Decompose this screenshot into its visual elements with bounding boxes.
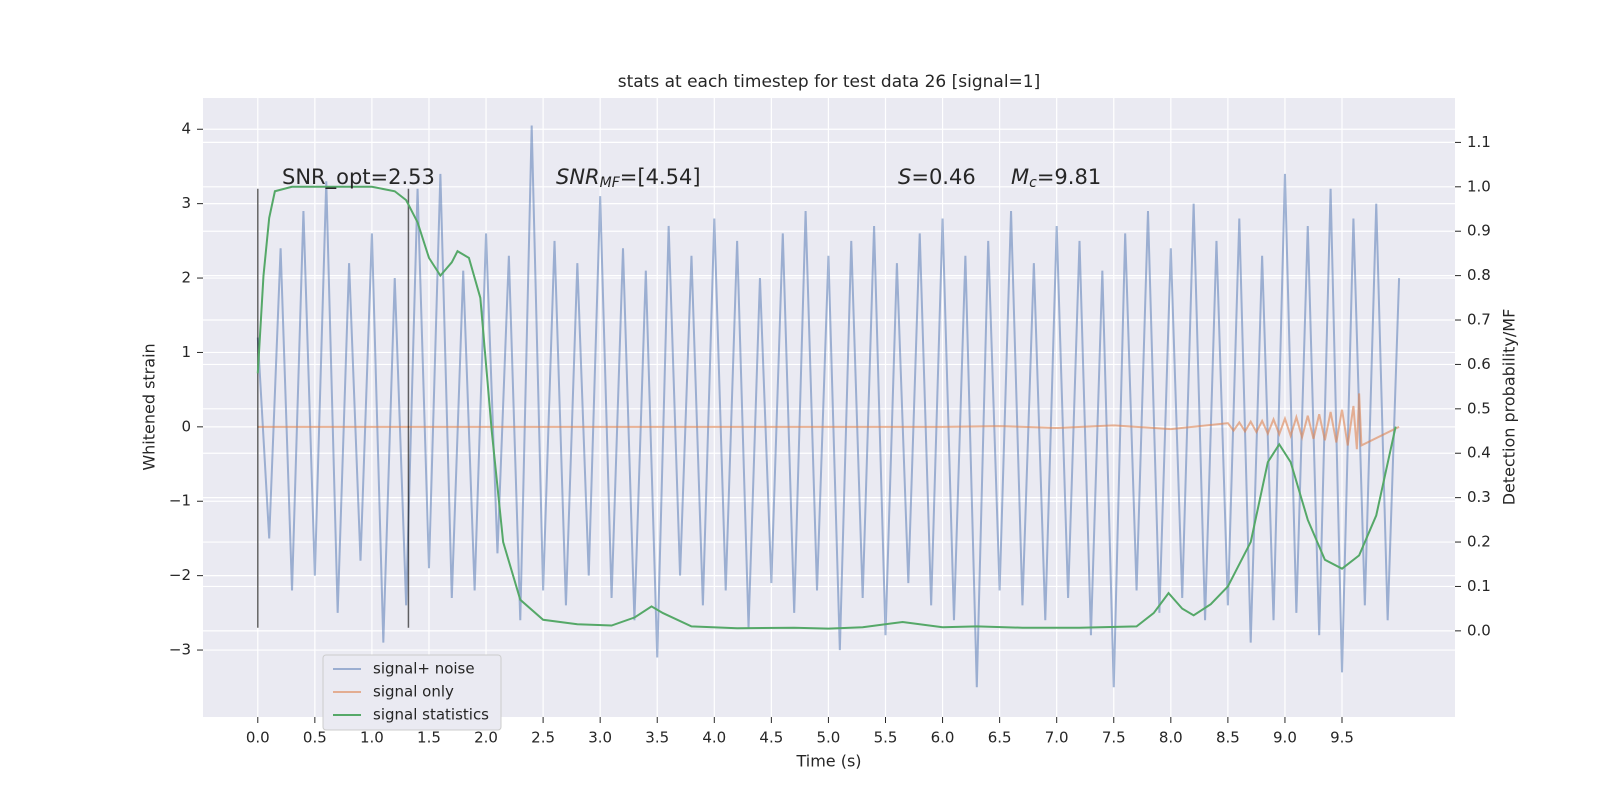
x-tick-label: 4.0 [702, 729, 726, 747]
x-tick-label: 1.5 [417, 729, 441, 747]
x-tick-label: 3.5 [645, 729, 669, 747]
y2-tick-label: 0.4 [1467, 444, 1491, 462]
y-tick-label: −3 [169, 641, 191, 659]
y2-tick-label: 0.7 [1467, 311, 1491, 329]
legend-box [322, 654, 502, 731]
x-tick-label: 8.0 [1159, 729, 1183, 747]
annotation-text: =0.46 [911, 165, 975, 189]
legend-label: signal statistics [373, 706, 489, 724]
x-tick-label: 3.0 [588, 729, 612, 747]
x-axis-label: Time (s) [795, 752, 861, 771]
y-tick-label: −2 [169, 566, 191, 584]
annotation-text: =9.81 [1037, 165, 1101, 189]
x-tick-label: 0.5 [303, 729, 327, 747]
annotation-text: SNR_opt=2.53 [282, 165, 435, 190]
x-tick-label: 2.5 [531, 729, 555, 747]
annotation-text: =[4.54] [620, 165, 701, 189]
chart-title: stats at each timestep for test data 26 … [618, 72, 1041, 92]
series-line [256, 125, 1401, 688]
y-tick-label: 4 [181, 120, 191, 138]
y-tick-label: 1 [181, 343, 191, 361]
annotation-sub: MF [600, 175, 621, 191]
x-tick-label: 9.5 [1330, 729, 1354, 747]
y-tick-label: 2 [181, 269, 191, 287]
x-tick-label: 5.5 [874, 729, 898, 747]
y-tick-label: −1 [169, 492, 191, 510]
annotation: SNRMF=[4.54] [556, 165, 701, 191]
y2-axis-label: Detection probability/MF [1500, 309, 1519, 506]
y2-tick-label: 0.5 [1467, 399, 1491, 417]
series-line [257, 393, 1400, 450]
annotation-base: S [898, 165, 911, 189]
y2-tick-label: 0.9 [1467, 222, 1491, 240]
annotation-sub: c [1029, 175, 1037, 191]
x-tick-label: 6.5 [988, 729, 1012, 747]
series-line [256, 185, 1397, 630]
x-tick-label: 9.0 [1273, 729, 1297, 747]
y-tick-label: 3 [181, 194, 191, 212]
annotation: SNR_opt=2.53 [282, 165, 435, 190]
y-tick-label: 0 [181, 417, 191, 435]
y2-tick-label: 1.1 [1467, 133, 1491, 151]
x-tick-label: 7.5 [1102, 729, 1126, 747]
annotation: Mc=9.81 [1011, 165, 1101, 191]
y2-tick-label: 0.8 [1467, 266, 1491, 284]
annotation-base: M [1011, 165, 1029, 189]
annotation: S=0.46 [898, 165, 976, 189]
y2-tick-label: 0.3 [1467, 488, 1491, 506]
x-tick-label: 2.0 [474, 729, 498, 747]
x-tick-label: 6.0 [931, 729, 955, 747]
x-tick-label: 4.5 [759, 729, 783, 747]
annotation-base: SNR [556, 165, 600, 189]
y2-tick-label: 1.0 [1467, 177, 1491, 195]
x-tick-label: 7.0 [1045, 729, 1069, 747]
x-tick-label: 0.0 [246, 729, 270, 747]
y-axis-label: Whitened strain [140, 343, 159, 470]
x-tick-label: 1.0 [360, 729, 384, 747]
y2-tick-label: 0.2 [1467, 533, 1491, 551]
y2-tick-label: 0.6 [1467, 355, 1491, 373]
y2-tick-label: 0.1 [1467, 577, 1491, 595]
x-tick-label: 5.0 [816, 729, 840, 747]
y2-tick-label: 0.0 [1467, 621, 1491, 639]
legend-label: signal only [373, 683, 454, 701]
legend-label: signal+ noise [373, 660, 475, 678]
x-tick-label: 8.5 [1216, 729, 1240, 747]
